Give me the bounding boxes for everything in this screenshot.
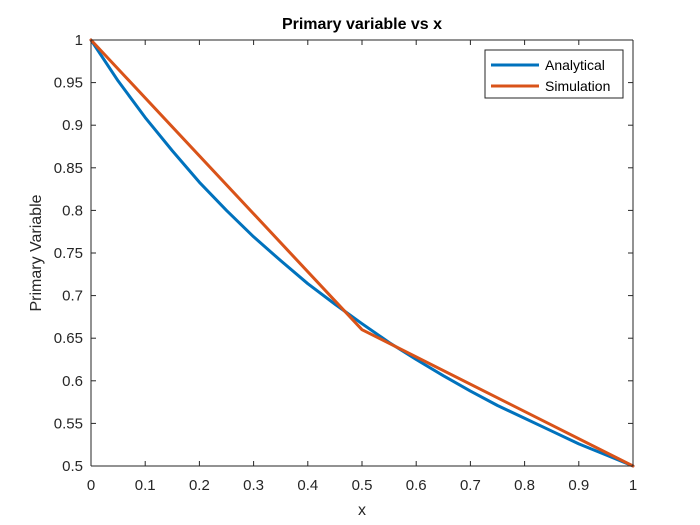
x-tick-label: 0.6 (406, 477, 427, 494)
y-tick-label: 0.85 (54, 160, 83, 177)
legend-label-simulation: Simulation (545, 78, 610, 94)
x-tick-label: 0.3 (243, 477, 264, 494)
y-tick-label: 0.95 (54, 75, 83, 92)
x-tick-label: 0 (87, 477, 95, 494)
y-tick-label: 0.5 (62, 458, 83, 475)
y-tick-label: 0.9 (62, 117, 83, 134)
y-tick-label: 1 (75, 32, 83, 49)
series-line-analytical (89, 38, 635, 468)
legend: Analytical Simulation (484, 49, 624, 99)
plot-area (91, 40, 633, 466)
y-tick-label: 0.7 (62, 288, 83, 305)
series-layer (89, 38, 635, 468)
y-tick-label: 0.6 (62, 373, 83, 390)
x-tick-label: 0.8 (514, 477, 535, 494)
y-tick-label: 0.55 (54, 415, 83, 432)
x-tick-label: 0.4 (297, 477, 318, 494)
ticks: 0 0.1 0.2 0.3 0.4 0.5 0.6 0.7 0.8 0.9 1 0.5 0.55 0.6 0… (54, 32, 637, 494)
legend-box (484, 49, 624, 99)
y-axis-label: Primary Variable (28, 194, 45, 311)
x-tick-label: 0.9 (568, 477, 589, 494)
plot-background (91, 40, 633, 466)
x-tick-label: 1 (629, 477, 637, 494)
y-tick-label: 0.8 (62, 202, 83, 219)
y-tick-label: 0.65 (54, 330, 83, 347)
x-tick-label: 0.7 (460, 477, 481, 494)
chart-title: Primary variable vs x (282, 16, 442, 33)
x-axis-label: x (358, 502, 366, 519)
x-tick-label: 0.1 (135, 477, 156, 494)
x-tick-label: 0.2 (189, 477, 210, 494)
series-line-simulation (89, 38, 635, 468)
legend-label-analytical: Analytical (545, 57, 605, 73)
x-tick-label: 0.5 (352, 477, 373, 494)
y-tick-label: 0.75 (54, 245, 83, 262)
